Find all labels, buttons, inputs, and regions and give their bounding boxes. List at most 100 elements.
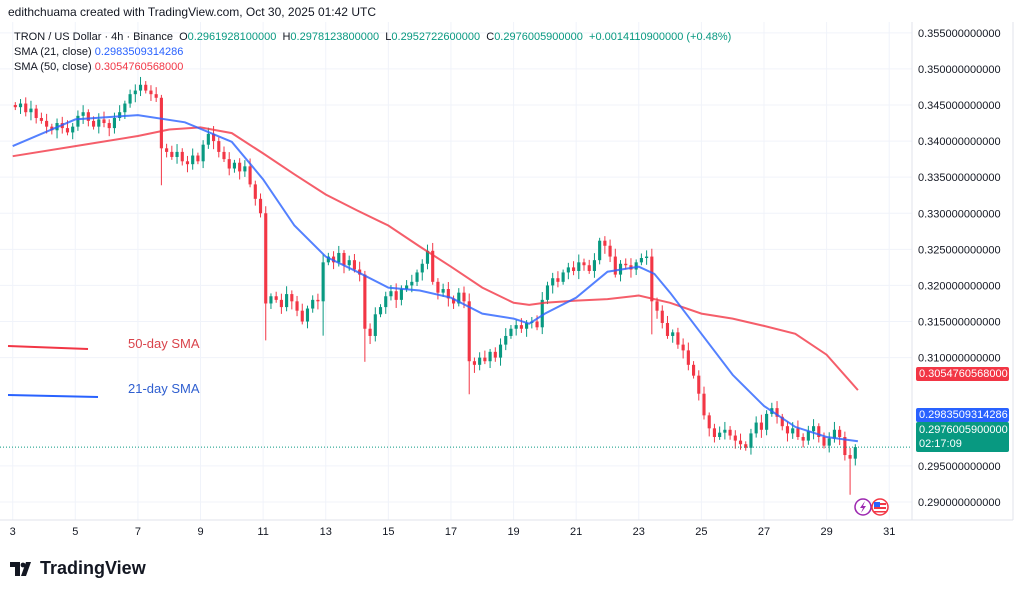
candle-body	[660, 310, 664, 323]
candle-body	[775, 408, 779, 417]
candle-body	[389, 291, 393, 297]
candle	[138, 76, 143, 97]
y-tick-label: 0.310000000000	[918, 353, 1001, 365]
candle	[514, 319, 518, 336]
candle	[796, 420, 800, 440]
candle-body	[384, 296, 388, 308]
candle-body	[676, 332, 680, 345]
candle	[838, 426, 842, 446]
candle-body	[728, 429, 732, 436]
candle	[326, 252, 330, 266]
candle-body	[723, 429, 727, 433]
candle	[697, 370, 701, 401]
candle-body	[498, 344, 503, 358]
tradingview-logo-icon	[10, 561, 31, 576]
candle	[645, 250, 649, 265]
candle-body	[311, 299, 315, 309]
candle	[692, 361, 696, 379]
candle	[853, 444, 857, 466]
candle-body	[92, 120, 96, 127]
high-label: H	[282, 31, 291, 43]
candle	[144, 81, 148, 94]
candle-body	[832, 429, 836, 439]
candle-body	[707, 415, 711, 429]
candle-body	[227, 159, 231, 169]
candle	[76, 110, 80, 131]
candle-body	[243, 166, 247, 172]
candle-body	[509, 328, 513, 336]
candle	[608, 239, 612, 263]
sma50-annotation: 50-day SMA	[128, 336, 200, 351]
candle-body	[671, 332, 675, 336]
candle-body	[170, 151, 174, 157]
us-flag-icon[interactable]	[871, 498, 889, 516]
candle-body	[754, 422, 758, 434]
candle	[681, 338, 685, 359]
candle-body	[697, 375, 701, 394]
candle-body	[191, 155, 195, 165]
candle-body	[165, 148, 169, 152]
candle	[149, 85, 153, 101]
candle-body	[853, 447, 857, 459]
y-axis: 0.355000000000 0.350000000000 0.3450000000…	[918, 28, 1001, 509]
candle-body	[269, 296, 273, 304]
candle-body	[556, 278, 560, 282]
high-value: 0.2978123800000	[290, 31, 380, 43]
candle	[472, 357, 476, 373]
candle	[686, 342, 690, 371]
candle-body	[13, 105, 17, 108]
candle-body	[791, 428, 795, 434]
lightning-icon[interactable]	[854, 498, 872, 516]
candle	[300, 303, 304, 325]
candle	[801, 433, 805, 448]
candle	[556, 271, 560, 288]
candle	[269, 293, 273, 309]
candle	[24, 97, 28, 117]
candle-body	[180, 151, 184, 162]
candle-body	[232, 162, 236, 169]
candle-body	[561, 272, 565, 282]
candle-body	[467, 301, 471, 362]
x-axis: 3 5 7 9 11 13 15 17 19 21 23 25 27 29 31	[10, 526, 896, 538]
ohlc-row: TRON / US Dollar · 4h · Binance O0.29619…	[14, 30, 731, 45]
tradingview-logo[interactable]: TradingView	[10, 558, 146, 579]
candle	[431, 242, 435, 285]
candle-body	[592, 260, 596, 271]
candle	[238, 158, 242, 180]
candle-body	[806, 431, 810, 441]
candle	[624, 258, 628, 270]
candle	[311, 295, 315, 313]
candle-body	[577, 262, 581, 271]
candle	[227, 152, 231, 176]
candle	[483, 350, 487, 365]
candle	[712, 423, 716, 443]
candle-body	[608, 245, 612, 257]
candle-body	[368, 328, 372, 336]
candle	[446, 282, 450, 307]
candle	[561, 269, 565, 285]
candle	[368, 323, 372, 345]
candle-body	[123, 103, 127, 113]
candle-body	[718, 432, 722, 437]
candle	[655, 297, 659, 319]
sma21-line	[12, 114, 859, 443]
candle	[780, 413, 784, 431]
candle	[201, 140, 205, 169]
close-value: 0.2976005900000	[494, 31, 583, 43]
x-tick-label: 21	[570, 526, 582, 538]
candle-body	[321, 262, 325, 302]
candle	[817, 423, 821, 443]
symbol-title: TRON / US Dollar · 4h · Binance	[14, 31, 173, 43]
candle-body	[133, 90, 137, 95]
candle-body	[587, 265, 591, 271]
candle	[290, 290, 294, 310]
candle	[97, 113, 101, 134]
candle-body	[472, 361, 476, 365]
candle-body	[34, 108, 38, 118]
candle-body	[765, 413, 769, 430]
candle-body	[264, 213, 268, 304]
candle	[467, 293, 471, 395]
sma50-price-label: 0.3054760568000	[916, 367, 1009, 381]
candle	[222, 146, 226, 163]
